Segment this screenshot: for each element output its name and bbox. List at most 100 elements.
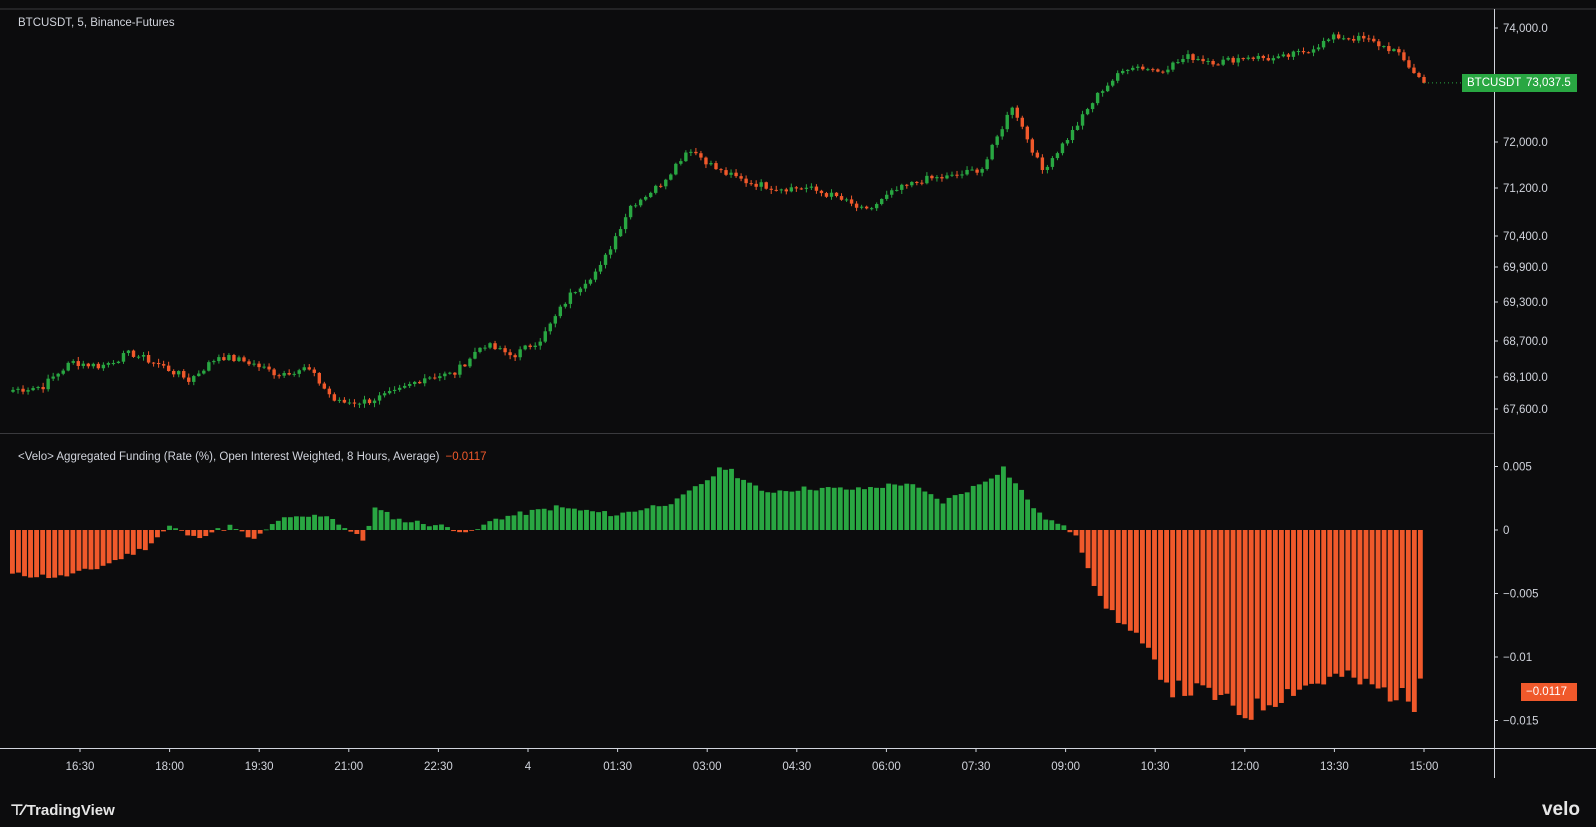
- funding-bar: [342, 528, 348, 530]
- funding-bar: [1254, 530, 1260, 699]
- funding-bar: [191, 530, 197, 536]
- candle-body: [849, 199, 854, 204]
- time-axis-label: 16:30: [66, 761, 95, 773]
- candle-body: [438, 376, 442, 379]
- funding-bar: [161, 530, 166, 532]
- candle-body: [1387, 46, 1391, 52]
- funding-bar: [1387, 530, 1393, 702]
- candle-body: [16, 388, 20, 390]
- candle-body: [1015, 107, 1019, 118]
- tradingview-logo[interactable]: ⊤∕∕ TradingView: [10, 801, 115, 820]
- chart-canvas[interactable]: 74,000.0 72,000.0 71,200.0 70,400.0 69,900.0…: [0, 0, 1596, 800]
- funding-bar: [330, 518, 336, 530]
- candle-body: [1126, 69, 1130, 71]
- funding-bar: [439, 524, 444, 530]
- candle-body: [448, 372, 452, 374]
- candle-body: [1331, 34, 1336, 40]
- candle-body: [146, 355, 151, 363]
- candle-body: [1382, 46, 1386, 48]
- candle-body: [1231, 57, 1235, 63]
- funding-bar: [843, 489, 849, 530]
- candle-body: [1296, 51, 1301, 53]
- funding-bar: [481, 524, 487, 530]
- funding-bar: [64, 530, 70, 577]
- candle-body: [1221, 59, 1225, 65]
- funding-bar: [1170, 530, 1176, 698]
- candle-body: [930, 175, 934, 179]
- candle-body: [473, 351, 477, 359]
- funding-bar: [638, 510, 644, 530]
- funding-bar: [723, 469, 728, 530]
- candle-body: [1271, 58, 1276, 61]
- funding-bar: [354, 530, 360, 534]
- candle-body: [789, 187, 794, 192]
- funding-bar: [221, 530, 227, 531]
- funding-bar: [741, 479, 747, 530]
- candle-body: [367, 399, 372, 404]
- candle-body: [699, 153, 703, 158]
- funding-bar: [1025, 499, 1031, 530]
- candle-body: [372, 400, 377, 404]
- candle-body: [1151, 69, 1155, 71]
- candle-body: [382, 393, 387, 396]
- candle-body: [458, 364, 462, 375]
- funding-bar: [946, 497, 952, 530]
- funding-bar: [717, 467, 722, 530]
- funding-bar: [590, 511, 595, 530]
- funding-bar: [40, 530, 46, 575]
- funding-bar: [529, 509, 535, 530]
- funding-bar: [674, 498, 680, 530]
- candle-body: [779, 189, 783, 191]
- candle-body: [1176, 62, 1180, 64]
- funding-bar: [662, 505, 668, 530]
- candle-body: [1206, 60, 1210, 62]
- candle-body: [1392, 49, 1396, 52]
- funding-bar: [209, 530, 215, 533]
- candle-body: [945, 175, 949, 179]
- candle-body: [1326, 39, 1331, 41]
- funding-bar: [982, 481, 988, 530]
- funding-bar: [324, 516, 330, 530]
- funding-bar: [487, 521, 493, 530]
- price-axis-label: 71,200.0: [1503, 183, 1548, 195]
- candle-body: [1115, 73, 1120, 81]
- candle-body: [1181, 58, 1185, 63]
- candle-body: [91, 363, 96, 367]
- candle-body: [638, 199, 643, 206]
- candle-body: [879, 198, 884, 205]
- time-axis-label: 04:30: [782, 761, 811, 773]
- candle-body: [1362, 35, 1366, 39]
- funding-bar: [1327, 530, 1333, 677]
- candle-body: [121, 353, 126, 362]
- candle-body: [1211, 60, 1215, 65]
- funding-bar: [1236, 530, 1242, 716]
- candle-body: [1201, 58, 1205, 62]
- candle-body: [890, 190, 894, 195]
- funding-bar: [928, 494, 934, 530]
- candle-body: [503, 348, 507, 353]
- funding-bar: [1176, 530, 1182, 681]
- candle-body: [804, 187, 809, 189]
- funding-axis-label: −0.01: [1503, 652, 1532, 664]
- candle-body: [548, 323, 552, 332]
- funding-bar: [1013, 483, 1018, 530]
- funding-bar: [142, 530, 148, 551]
- funding-bar: [874, 487, 879, 530]
- candle-body: [161, 364, 166, 366]
- funding-bar: [1019, 489, 1024, 530]
- last-price-label: 73,037.5: [1521, 74, 1577, 92]
- candle-body: [513, 355, 517, 358]
- candle-body: [453, 372, 457, 375]
- funding-bar: [1133, 530, 1139, 633]
- funding-bar: [1188, 530, 1194, 696]
- funding-bar: [1417, 530, 1423, 679]
- funding-bar: [106, 530, 112, 564]
- candle-body: [1141, 66, 1145, 70]
- candle-body: [990, 144, 994, 160]
- funding-bar: [1303, 530, 1308, 686]
- candle-body: [809, 186, 814, 188]
- funding-bar: [185, 530, 191, 536]
- price-axis-label: 67,600.0: [1503, 404, 1548, 416]
- candle-body: [26, 390, 30, 392]
